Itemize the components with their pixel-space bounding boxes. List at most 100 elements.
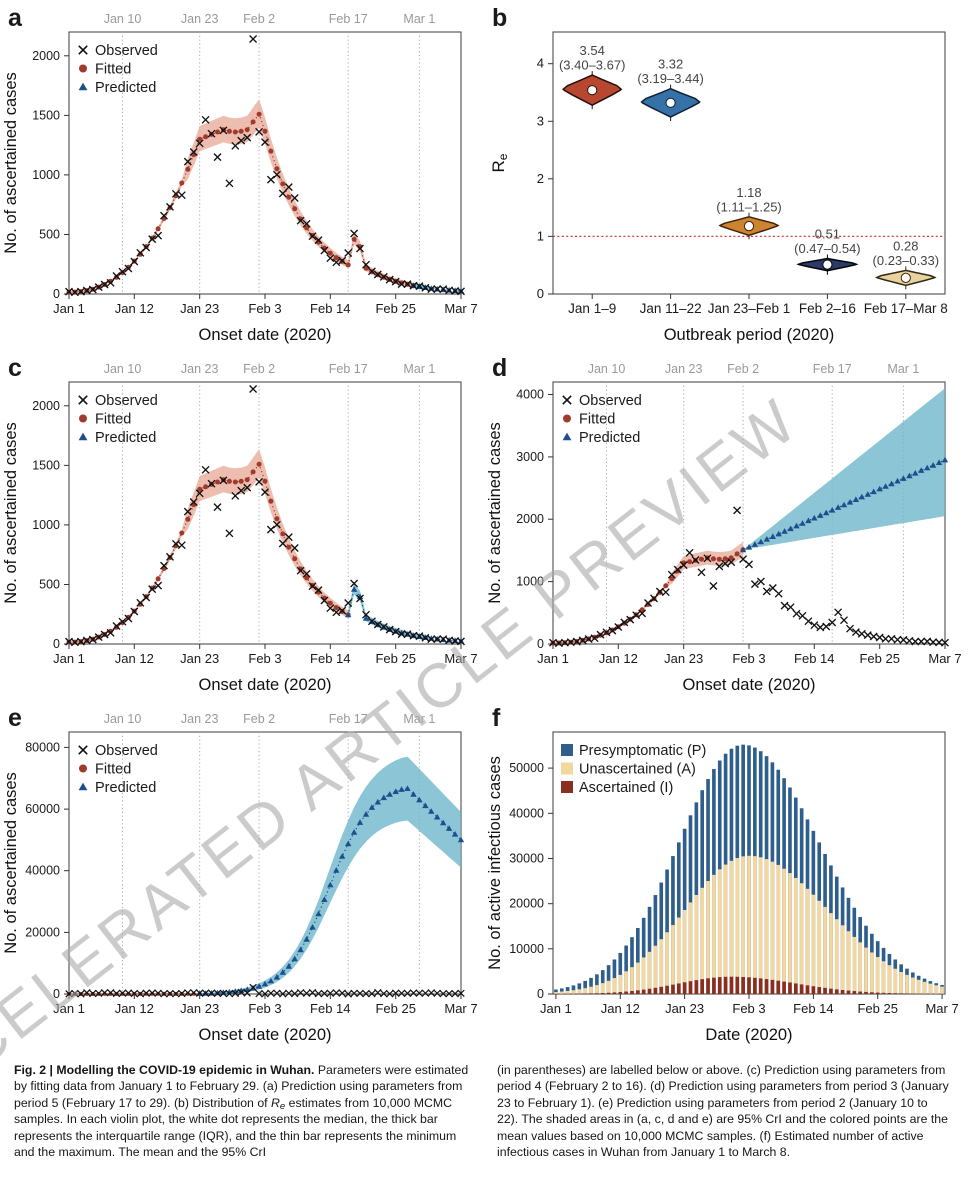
svg-text:Jan 23: Jan 23 — [664, 651, 703, 666]
svg-text:Jan 12: Jan 12 — [601, 1001, 640, 1016]
svg-text:1500: 1500 — [32, 458, 60, 472]
svg-text:Feb 17: Feb 17 — [329, 362, 368, 376]
svg-text:No. of active infectious cases: No. of active infectious cases — [486, 756, 504, 970]
svg-text:Fitted: Fitted — [95, 762, 131, 778]
svg-text:Feb 17–Mar 8: Feb 17–Mar 8 — [864, 301, 948, 316]
svg-text:3000: 3000 — [516, 450, 544, 464]
svg-text:500: 500 — [39, 578, 60, 592]
svg-text:Jan 23: Jan 23 — [665, 362, 703, 376]
svg-text:3: 3 — [537, 113, 544, 128]
svg-text:Feb 14: Feb 14 — [310, 301, 350, 316]
svg-text:Mar 7: Mar 7 — [444, 301, 477, 316]
svg-text:Ascertained (I): Ascertained (I) — [579, 780, 673, 796]
svg-text:Onset date (2020): Onset date (2020) — [199, 1026, 332, 1044]
svg-text:Predicted: Predicted — [95, 430, 156, 446]
svg-text:Observed: Observed — [95, 43, 158, 59]
svg-text:Jan 10: Jan 10 — [104, 712, 142, 726]
svg-text:3.54: 3.54 — [580, 43, 605, 58]
svg-text:No. of ascertained cases: No. of ascertained cases — [2, 772, 20, 954]
svg-text:Observed: Observed — [95, 743, 158, 759]
svg-text:Feb 3: Feb 3 — [248, 1001, 281, 1016]
svg-text:40000: 40000 — [25, 864, 60, 878]
svg-text:1500: 1500 — [32, 108, 60, 122]
svg-text:(1.11–1.25): (1.11–1.25) — [716, 199, 782, 214]
svg-text:1000: 1000 — [516, 575, 544, 589]
svg-text:80000: 80000 — [25, 740, 60, 754]
svg-text:Mar 7: Mar 7 — [444, 1001, 477, 1016]
svg-text:Feb 2: Feb 2 — [243, 12, 275, 26]
svg-text:Feb 3: Feb 3 — [248, 651, 281, 666]
svg-text:Jan 11–22: Jan 11–22 — [640, 301, 702, 316]
svg-text:Feb 17: Feb 17 — [329, 712, 368, 726]
svg-text:1000: 1000 — [32, 168, 60, 182]
svg-text:40000: 40000 — [509, 806, 544, 820]
svg-text:0: 0 — [53, 987, 60, 1001]
svg-text:Jan 1: Jan 1 — [537, 651, 569, 666]
svg-text:Mar 7: Mar 7 — [925, 1001, 958, 1016]
svg-text:Observed: Observed — [95, 393, 158, 409]
svg-text:2000: 2000 — [32, 49, 60, 63]
svg-text:0: 0 — [53, 637, 60, 651]
svg-text:Feb 25: Feb 25 — [375, 301, 415, 316]
svg-text:Feb 3: Feb 3 — [732, 651, 765, 666]
svg-text:Feb 2: Feb 2 — [727, 362, 759, 376]
svg-text:1: 1 — [537, 228, 544, 243]
svg-text:0: 0 — [537, 286, 544, 301]
svg-text:(3.19–3.44): (3.19–3.44) — [637, 71, 704, 86]
svg-text:0: 0 — [537, 987, 544, 1001]
svg-text:Mar 1: Mar 1 — [403, 712, 435, 726]
svg-text:Jan 10: Jan 10 — [588, 362, 626, 376]
svg-text:Fitted: Fitted — [95, 62, 131, 78]
svg-text:0: 0 — [53, 287, 60, 301]
svg-text:20000: 20000 — [25, 925, 60, 939]
svg-text:Feb 17: Feb 17 — [813, 362, 852, 376]
svg-text:1.18: 1.18 — [736, 185, 761, 200]
svg-text:(0.47–0.54): (0.47–0.54) — [794, 241, 861, 256]
svg-text:Jan 1: Jan 1 — [53, 651, 85, 666]
svg-text:Mar 1: Mar 1 — [403, 12, 435, 26]
svg-text:4000: 4000 — [516, 388, 544, 402]
svg-text:Unascertained (A): Unascertained (A) — [579, 762, 696, 778]
svg-text:Mar 7: Mar 7 — [444, 651, 477, 666]
svg-text:Feb 25: Feb 25 — [857, 1001, 897, 1016]
svg-text:Jan 1: Jan 1 — [540, 1001, 572, 1016]
svg-text:Mar 1: Mar 1 — [403, 362, 435, 376]
svg-text:Predicted: Predicted — [579, 430, 640, 446]
svg-text:Jan 23: Jan 23 — [181, 712, 219, 726]
svg-text:Jan 23: Jan 23 — [181, 12, 219, 26]
svg-text:50000: 50000 — [509, 761, 544, 775]
svg-text:(0.23–0.33): (0.23–0.33) — [873, 253, 940, 268]
svg-text:Jan 23: Jan 23 — [665, 1001, 704, 1016]
svg-text:0.51: 0.51 — [815, 227, 840, 242]
svg-text:2000: 2000 — [516, 512, 544, 526]
svg-text:60000: 60000 — [25, 802, 60, 816]
svg-text:20000: 20000 — [509, 897, 544, 911]
svg-text:Onset date (2020): Onset date (2020) — [683, 676, 816, 694]
svg-text:Jan 23: Jan 23 — [180, 301, 219, 316]
svg-text:500: 500 — [39, 228, 60, 242]
svg-text:30000: 30000 — [509, 852, 544, 866]
svg-text:3.32: 3.32 — [658, 57, 683, 72]
svg-text:Fitted: Fitted — [95, 412, 131, 428]
svg-text:Feb 17: Feb 17 — [329, 12, 368, 26]
svg-text:Feb 3: Feb 3 — [732, 1001, 765, 1016]
svg-text:Feb 14: Feb 14 — [793, 1001, 833, 1016]
svg-text:No. of ascertained cases: No. of ascertained cases — [2, 72, 20, 254]
svg-text:Jan 23: Jan 23 — [180, 651, 219, 666]
svg-text:Fitted: Fitted — [579, 412, 615, 428]
svg-text:Jan 12: Jan 12 — [115, 301, 154, 316]
svg-text:Jan 1: Jan 1 — [53, 301, 85, 316]
svg-text:4: 4 — [537, 56, 544, 71]
svg-text:Jan 12: Jan 12 — [599, 651, 638, 666]
svg-text:2000: 2000 — [32, 399, 60, 413]
svg-text:Feb 25: Feb 25 — [375, 651, 415, 666]
svg-text:Jan 12: Jan 12 — [115, 1001, 154, 1016]
svg-text:Feb 3: Feb 3 — [248, 301, 281, 316]
svg-text:0: 0 — [537, 637, 544, 651]
svg-text:Jan 10: Jan 10 — [104, 12, 142, 26]
svg-text:Jan 23: Jan 23 — [180, 1001, 219, 1016]
svg-text:Mar 7: Mar 7 — [928, 651, 961, 666]
svg-text:Jan 12: Jan 12 — [115, 651, 154, 666]
svg-text:Onset date (2020): Onset date (2020) — [199, 676, 332, 694]
svg-text:No. of ascertained cases: No. of ascertained cases — [486, 422, 504, 604]
